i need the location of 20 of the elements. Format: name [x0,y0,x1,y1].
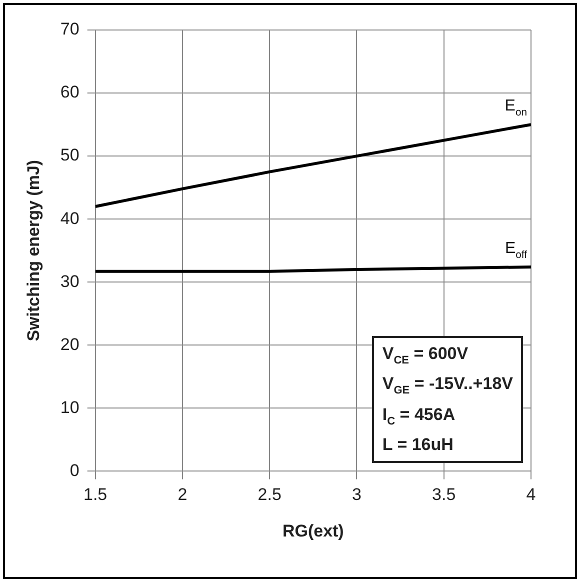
x-tick-label: 3 [352,485,362,504]
y-tick-label: 60 [60,82,80,102]
annotation: V$_{CE}$ = 600V [382,343,470,368]
x-tick-label: 4 [526,485,536,504]
y-tick-label: 50 [60,146,80,165]
y-axis-title: Switching energy (mJ) [24,160,43,342]
y-tick-label: 70 [60,20,80,39]
y-tick-label: 40 [60,208,80,228]
y-tick-label: 10 [60,398,80,417]
annotation: I$_{C}$ = 456A [382,404,456,430]
x-tick-label: 2 [178,485,188,504]
x-tick-label: 1.5 [83,485,108,504]
x-tick-label: 2.5 [258,485,282,504]
annotation: L = 16uH [382,434,454,456]
y-tick-label: 30 [60,272,80,291]
x-tick-label: 3.5 [432,485,456,504]
x-axis-title: RG(ext) [282,521,344,540]
y-tick-label: 0 [70,460,80,480]
annotation: V$_{GE}$ = -15V..+18V [382,373,513,399]
y-tick-label: 20 [60,334,80,354]
